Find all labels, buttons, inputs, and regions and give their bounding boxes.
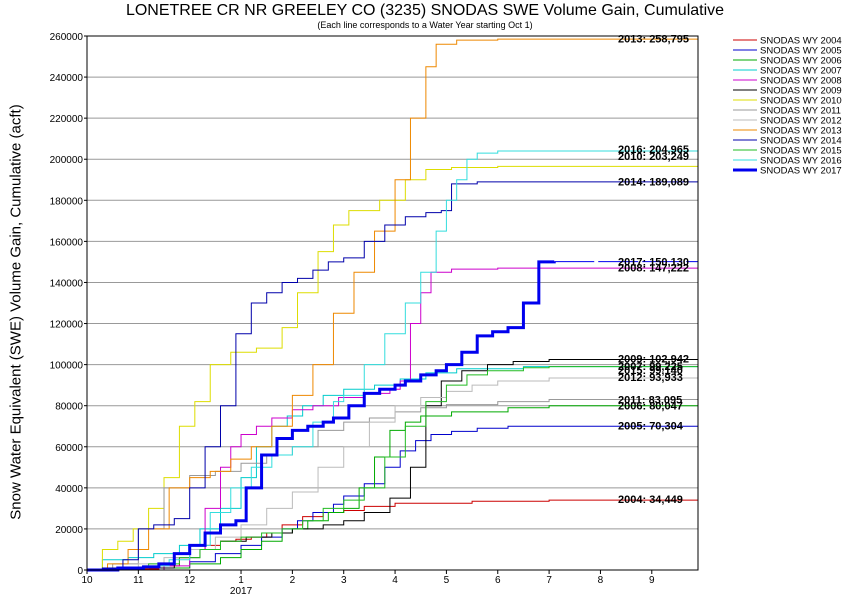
series-line-snodas-wy-2006 xyxy=(87,405,699,571)
legend-label: SNODAS WY 2014 xyxy=(760,136,842,147)
x-tick-label: 5 xyxy=(444,575,450,586)
end-label: 2009: 102,942 xyxy=(618,354,689,366)
legend-label: SNODAS WY 2013 xyxy=(760,126,842,137)
x-axis-ticks: 10 11 12 1 2 3 4 5 6 7 8 9 xyxy=(81,570,655,586)
legend-label: SNODAS WY 2011 xyxy=(760,106,841,117)
end-label: 2006: 80,047 xyxy=(618,401,683,413)
legend-label: SNODAS WY 2004 xyxy=(760,36,842,47)
legend-label: SNODAS WY 2012 xyxy=(760,116,842,127)
chart-title: LONETREE CR NR GREELEY CO (3235) SNODAS … xyxy=(125,2,725,19)
end-label: 2012: 93,933 xyxy=(618,372,683,384)
y-tick-label: 80000 xyxy=(55,402,83,413)
end-label: 2010: 203,249 xyxy=(618,151,689,163)
y-tick-label: 240000 xyxy=(50,73,84,84)
end-label: 2015: 99,140 xyxy=(618,365,683,377)
y-tick-label: 160000 xyxy=(50,237,84,248)
x-tick-label: 7 xyxy=(546,575,552,586)
chart-subtitle: (Each line corresponds to a Water Year s… xyxy=(317,20,533,30)
end-label: 2013: 258,795 xyxy=(618,33,689,45)
x-tick-label: 8 xyxy=(598,575,604,586)
x-tick-label: 11 xyxy=(133,575,144,586)
end-label: 2004: 34,449 xyxy=(618,494,683,506)
series-line-snodas-wy-2007 xyxy=(87,366,699,571)
y-tick-label: 260000 xyxy=(50,32,84,43)
legend-label: SNODAS WY 2015 xyxy=(760,146,842,157)
x-tick-label: 4 xyxy=(392,575,398,586)
y-tick-label: 100000 xyxy=(50,361,84,372)
legend-label: SNODAS WY 2005 xyxy=(760,46,842,57)
x-tick-label: 2 xyxy=(290,575,296,586)
plot-frame xyxy=(86,35,699,571)
end-label: 2007: 99,225 xyxy=(618,361,683,373)
legend-label: SNODAS WY 2006 xyxy=(760,56,842,67)
y-tick-label: 220000 xyxy=(50,114,84,125)
series-line-snodas-wy-2015 xyxy=(87,366,699,571)
legend-label: SNODAS WY 2007 xyxy=(760,66,842,77)
legend-label: SNODAS WY 2009 xyxy=(760,86,842,97)
series-line-snodas-wy-2012 xyxy=(87,377,699,571)
end-label: 2017: 150,130 xyxy=(618,257,689,269)
y-tick-label: 120000 xyxy=(50,320,84,331)
grid-lines xyxy=(87,35,698,571)
series-line-snodas-wy-2013 xyxy=(87,38,699,571)
x-tick-label: 10 xyxy=(81,575,93,586)
y-tick-label: 0 xyxy=(77,566,83,577)
y-tick-label: 180000 xyxy=(50,196,84,207)
y-axis-ticks: 0 20000 40000 60000 80000 100000 120000 140000 1… xyxy=(50,32,87,577)
legend-label: SNODAS WY 2008 xyxy=(760,76,842,87)
y-tick-label: 140000 xyxy=(50,278,84,289)
legend-label: SNODAS WY 2016 xyxy=(760,156,842,167)
x-tick-label: 3 xyxy=(341,575,347,586)
y-tick-label: 20000 xyxy=(55,525,83,536)
end-label: 2011: 83,095 xyxy=(618,394,682,406)
x-tick-label: 1 xyxy=(238,575,244,586)
x-tick-label: 9 xyxy=(649,575,655,586)
x-tick-label: 12 xyxy=(184,575,196,586)
end-label: 2008: 147,222 xyxy=(618,263,689,275)
x-axis-year-label: 2017 xyxy=(230,586,253,597)
y-tick-label: 200000 xyxy=(50,155,84,166)
series-line-snodas-wy-2011 xyxy=(87,399,699,571)
x-tick-label: 6 xyxy=(495,575,501,586)
series-layer xyxy=(87,38,699,572)
end-label: 2016: 204,965 xyxy=(618,144,689,156)
end-label: 2005: 70,304 xyxy=(618,421,684,433)
series-line-snodas-wy-2014 xyxy=(87,181,699,571)
y-tick-label: 60000 xyxy=(55,443,83,454)
series-line-snodas-wy-2010 xyxy=(87,165,698,571)
end-label: 2014: 189,089 xyxy=(618,177,689,189)
series-line-snodas-wy-2017 xyxy=(87,260,556,572)
y-tick-label: 40000 xyxy=(55,484,83,495)
series-line-snodas-wy-2008 xyxy=(87,267,699,571)
legend-label: SNODAS WY 2010 xyxy=(760,96,842,107)
legend-label: SNODAS WY 2017 xyxy=(760,166,842,177)
